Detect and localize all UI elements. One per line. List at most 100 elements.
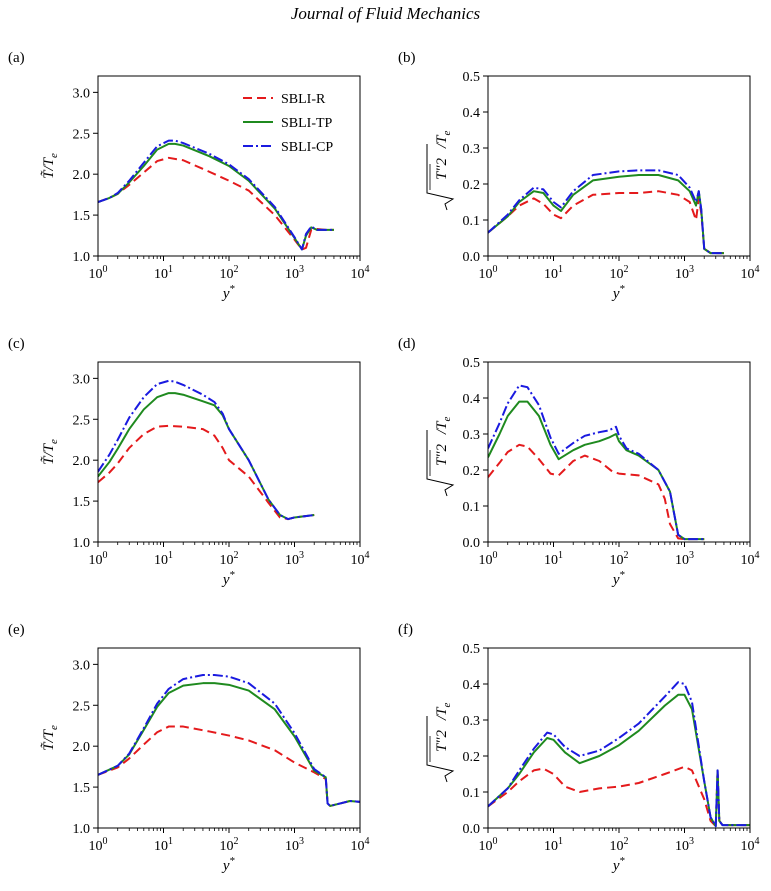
- y-tick-label: 0.3: [463, 714, 481, 729]
- x-tick-label: 102: [610, 550, 629, 568]
- journal-title: Journal of Fluid Mechanics: [290, 4, 481, 23]
- axes-frame: [487, 361, 751, 543]
- y-tick-label: 1.0: [73, 822, 91, 837]
- x-tick-label: 101: [544, 264, 563, 282]
- y-tick-label: 1.5: [73, 209, 91, 224]
- x-tick-label: 100: [479, 550, 498, 568]
- y-tick-label: 0.4: [463, 106, 481, 121]
- series-group: [488, 384, 705, 541]
- panel-e: (e) 100 101 102 103 104 1.0 1.5 2.0 2.5 3.0 y* T̃/Te: [8, 622, 370, 874]
- y-tick-label: 0.0: [463, 536, 481, 551]
- sqrt-sign: [426, 430, 455, 497]
- series-line-sbli-cp: [98, 674, 360, 807]
- series-group: [488, 681, 750, 828]
- series-group: [488, 169, 724, 255]
- y-axis-label-text: T″2: [434, 443, 450, 466]
- x-tick-label: 102: [220, 264, 239, 282]
- x-axis-label: y*: [221, 569, 235, 588]
- y-tick-label: 0.3: [463, 428, 481, 443]
- sqrt-sign: [426, 716, 455, 783]
- series-group: [98, 139, 334, 251]
- x-tick-label: 100: [89, 264, 108, 282]
- x-tick-label: 102: [220, 550, 239, 568]
- x-tick-label: 104: [351, 264, 370, 282]
- y-tick-label: 2.5: [73, 127, 91, 142]
- y-tick-label: 0.1: [463, 786, 481, 801]
- y-axis-label-text: T″2: [434, 157, 450, 180]
- panel-a: (a) 100 101 102 103 104 1.0 1.5 2.0 2.5 3.0 y* T̃/Te…: [8, 50, 370, 302]
- y-tick-label: 3.0: [73, 86, 91, 101]
- y-tick-label: 0.5: [463, 356, 481, 371]
- y-axis-label-text: T″2: [434, 729, 450, 752]
- series-line-sbli-cp: [488, 681, 750, 828]
- x-tick-label: 101: [544, 550, 563, 568]
- legend: SBLI-R SBLI-TP SBLI-CP: [243, 92, 333, 155]
- panel-label: (e): [8, 622, 25, 638]
- series-line-sbli-cp: [488, 169, 724, 255]
- series-line-sbli-r: [98, 424, 315, 521]
- y-tick-label: 2.0: [73, 454, 91, 469]
- y-tick-label: 0.1: [463, 214, 481, 229]
- x-tick-label: 103: [675, 836, 694, 854]
- axes-frame: [487, 647, 751, 829]
- y-axis-label: T″2/Te: [426, 130, 455, 211]
- x-tick-label: 102: [220, 836, 239, 854]
- x-tick-label: 104: [741, 264, 760, 282]
- legend-label: SBLI-CP: [281, 140, 333, 155]
- series-line-sbli-cp: [488, 384, 705, 541]
- y-tick-label: 0.5: [463, 642, 481, 657]
- x-tick-label: 103: [675, 264, 694, 282]
- axes-frame: [487, 75, 751, 257]
- y-tick-label: 0.4: [463, 392, 481, 407]
- x-tick-label: 100: [89, 836, 108, 854]
- y-tick-label: 0.5: [463, 70, 481, 85]
- y-tick-label: 2.0: [73, 740, 91, 755]
- x-tick-label: 102: [610, 836, 629, 854]
- y-axis-label: T̃/Te: [41, 725, 60, 751]
- y-tick-label: 0.0: [463, 250, 481, 265]
- sqrt-sign: [426, 144, 455, 211]
- y-tick-label: 1.5: [73, 781, 91, 796]
- y-tick-label: 0.3: [463, 142, 481, 157]
- y-tick-label: 2.0: [73, 168, 91, 183]
- x-tick-label: 101: [154, 550, 173, 568]
- y-axis-label-denominator: /Te: [434, 130, 453, 149]
- x-tick-label: 101: [544, 836, 563, 854]
- y-tick-label: 1.5: [73, 495, 91, 510]
- y-axis-label: T̃/Te: [41, 439, 60, 465]
- y-tick-label: 0.0: [463, 822, 481, 837]
- y-axis-label-denominator: /Te: [434, 702, 453, 721]
- x-tick-label: 102: [610, 264, 629, 282]
- y-tick-label: 0.4: [463, 678, 481, 693]
- panel-label: (d): [398, 336, 416, 352]
- series-line-sbli-tp: [488, 400, 705, 541]
- legend-label: SBLI-R: [281, 92, 326, 107]
- series-line-sbli-tp: [98, 392, 315, 521]
- series-line-sbli-cp: [98, 139, 334, 251]
- panel-b: (b) 100 101 102 103 104 0.0 0.1 0.2 0.3 0.4 0.5 y* T″…: [398, 50, 760, 302]
- y-tick-label: 1.0: [73, 250, 91, 265]
- x-tick-label: 100: [89, 550, 108, 568]
- x-tick-label: 104: [351, 836, 370, 854]
- x-axis-label: y*: [221, 283, 235, 302]
- y-tick-label: 0.2: [463, 178, 481, 193]
- legend-label: SBLI-TP: [281, 116, 333, 131]
- x-tick-label: 104: [741, 550, 760, 568]
- panel-label: (c): [8, 336, 25, 352]
- x-tick-label: 104: [351, 550, 370, 568]
- x-axis-label: y*: [611, 569, 625, 588]
- y-tick-label: 0.2: [463, 464, 481, 479]
- series-line-sbli-tp: [98, 142, 334, 251]
- panel-label: (f): [398, 622, 413, 638]
- y-tick-label: 2.5: [73, 413, 91, 428]
- y-tick-label: 1.0: [73, 536, 91, 551]
- series-line-sbli-tp: [488, 693, 750, 828]
- x-axis-label: y*: [221, 855, 235, 874]
- x-axis-label: y*: [611, 855, 625, 874]
- x-tick-label: 104: [741, 836, 760, 854]
- series-line-sbli-r: [488, 190, 724, 255]
- x-tick-label: 100: [479, 836, 498, 854]
- panel-d: (d) 100 101 102 103 104 0.0 0.1 0.2 0.3 0.4 0.5 y* T″…: [398, 336, 760, 588]
- y-tick-label: 2.5: [73, 699, 91, 714]
